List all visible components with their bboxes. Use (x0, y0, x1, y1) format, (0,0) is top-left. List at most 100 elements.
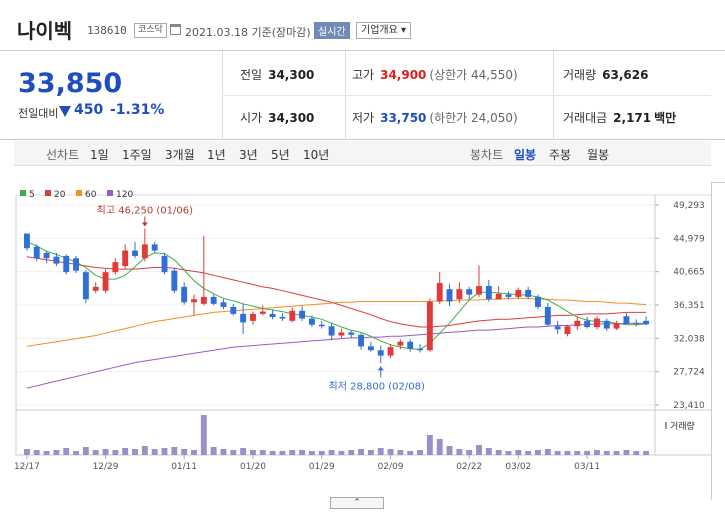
y-tick-label: 44,979 (673, 234, 705, 244)
stock-header: 나이벡 138610 코스닥 2021.03.18 기준(장마감) 실시간 기업… (0, 0, 725, 50)
tab-monthly[interactable]: 월봉 (587, 148, 610, 162)
tab-10y[interactable]: 10년 (303, 148, 330, 162)
volume-bar (564, 451, 571, 455)
scroll-up-button[interactable]: ⌃ (330, 497, 384, 509)
volume-bar (161, 448, 168, 455)
legend-swatch-20 (45, 190, 51, 196)
candle-body (574, 320, 581, 327)
volume-cell: 거래량 63,626 (563, 66, 648, 83)
candle-body (495, 293, 502, 300)
volume-bar (544, 449, 551, 455)
candle-body (544, 306, 551, 325)
candle-body (240, 313, 247, 323)
candle-body (476, 286, 482, 295)
current-price: 33,850 (18, 68, 123, 99)
y-tick-label: 40,665 (673, 268, 705, 278)
volume-bar (92, 450, 99, 455)
volume-bar (446, 446, 453, 455)
volume-bar (358, 449, 365, 455)
volume-bar (230, 450, 237, 455)
candle-body (269, 313, 276, 317)
candle-body (633, 323, 640, 325)
volume-bar (210, 447, 217, 455)
volume-bar (102, 449, 109, 455)
company-info-dropdown[interactable]: 기업개요 ▾ (356, 22, 411, 39)
candle-body (643, 320, 650, 325)
high-arrow-head (141, 222, 148, 227)
candle-body (348, 332, 355, 335)
tab-3m[interactable]: 3개월 (165, 148, 195, 162)
volume-bar (122, 448, 129, 455)
volume-bar (318, 451, 325, 455)
candle-body (132, 250, 138, 256)
candle-body (181, 286, 188, 303)
candlestick-chart[interactable]: 5 20 60 120 49,293 44,979 40,665 36,351 32,038 27… (0, 182, 725, 518)
tab-1y[interactable]: 1년 (207, 148, 226, 162)
candle-body (593, 318, 600, 328)
volume-bar (377, 448, 384, 455)
candle-body (426, 301, 433, 351)
candle-body (613, 323, 620, 329)
candle-body (407, 341, 414, 349)
x-tick-label: 01/20 (240, 462, 266, 472)
prev-close-label: 전일 (240, 68, 263, 82)
volume-bar (141, 446, 148, 455)
volume-legend-swatch (665, 422, 667, 429)
candle-body (603, 320, 610, 329)
candle-body (456, 289, 463, 300)
tab-1d[interactable]: 1일 (90, 148, 109, 162)
candle-body (161, 255, 168, 273)
candle-body (623, 316, 630, 324)
side-panel (711, 182, 725, 500)
volume-bar (171, 447, 178, 455)
down-triangle-icon (59, 106, 71, 117)
volume-bar (250, 450, 256, 455)
realtime-button[interactable]: 실시간 (314, 22, 350, 39)
volume-bar (515, 450, 522, 455)
volume-bar (367, 450, 374, 455)
x-tick-label: 03/02 (505, 462, 531, 472)
volume-bar (53, 450, 60, 455)
volume-bar (525, 451, 532, 455)
candle-body (515, 289, 522, 297)
y-tick-label: 27,724 (673, 368, 705, 378)
line-chart-label: 선차트 (46, 148, 80, 162)
volume-value: 63,626 (602, 68, 649, 82)
tab-3y[interactable]: 3년 (239, 148, 258, 162)
tab-1w[interactable]: 1주일 (122, 148, 152, 162)
volume-bar (112, 450, 119, 455)
candle-body (43, 252, 50, 259)
volume-bar (436, 439, 443, 455)
high-cell: 고가 34,900 (상한가 44,550) (352, 66, 518, 83)
volume-bar (338, 451, 345, 455)
candle-body (397, 341, 404, 346)
tab-weekly[interactable]: 주봉 (549, 148, 572, 162)
volume-bar (33, 450, 40, 455)
volume-bar (73, 451, 80, 455)
chart-tabs: 선차트 1일 1주일 3개월 1년 3년 5년 10년 봉차트 일봉 주봉 월봉 (14, 141, 711, 166)
price-change-percent: -1.31% (110, 102, 165, 118)
volume-bar (308, 451, 315, 455)
candle-body (112, 262, 119, 273)
candle-body (564, 326, 571, 334)
x-tick-label: 12/29 (93, 462, 119, 472)
tab-daily[interactable]: 일봉 (514, 148, 537, 162)
legend-label-5: 5 (29, 190, 35, 200)
y-tick-label: 23,410 (673, 401, 705, 411)
candle-body (33, 246, 40, 259)
stock-name: 나이벡 (17, 19, 73, 43)
change-label: 전일대비 (18, 107, 59, 120)
legend-label-120: 120 (116, 190, 133, 200)
tab-5y[interactable]: 5년 (271, 148, 290, 162)
candle-body (338, 332, 345, 336)
volume-bar (466, 450, 473, 455)
candle-body (358, 334, 365, 347)
volume-bar (584, 451, 591, 455)
candle-body (53, 256, 60, 264)
candle-body (220, 302, 227, 307)
volume-bar (269, 451, 276, 455)
volume-bar (279, 451, 286, 455)
candle-body (554, 326, 561, 330)
volume-bar (63, 448, 70, 455)
calendar-icon (170, 24, 181, 35)
